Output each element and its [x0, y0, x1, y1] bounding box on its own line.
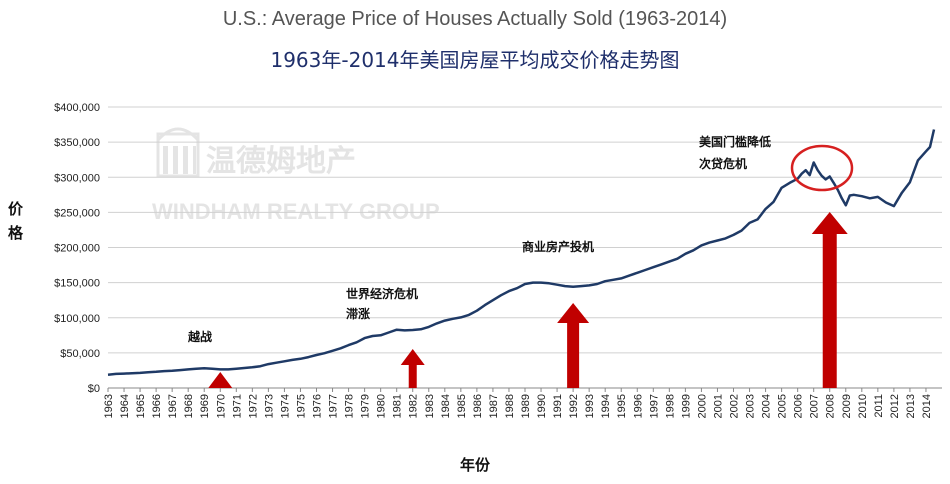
y-tick-label: $400,000 — [54, 102, 100, 114]
annotation-label: 越战 — [187, 329, 212, 344]
x-tick-label: 1966 — [151, 394, 163, 418]
chart-title: U.S.: Average Price of Houses Actually S… — [222, 8, 728, 30]
x-tick-label: 1994 — [600, 394, 612, 418]
x-tick-label: 1972 — [247, 394, 259, 418]
annotation-label: 商业房产投机 — [522, 239, 594, 254]
x-tick-label: 1967 — [167, 394, 179, 418]
annotation-label: 次贷危机 — [699, 156, 747, 171]
event-arrows — [208, 212, 848, 388]
crisis-highlight-circle — [790, 144, 854, 192]
x-tick-label: 1963 — [103, 394, 115, 418]
x-axis-ticks: 1963 1964 1965 1966 1967 1968 1969 1970 1971 1972… — [103, 388, 933, 418]
annotation-label: 美国门槛降低 — [699, 134, 771, 149]
y-tick-label: $0 — [88, 383, 100, 395]
y-tick-label: $350,000 — [54, 137, 100, 149]
x-tick-label: 2005 — [777, 394, 789, 418]
event-arrow — [811, 212, 848, 388]
watermark-en-text: WINDHAM REALTY GROUP — [152, 199, 440, 224]
x-tick-label: 2007 — [809, 394, 821, 418]
y-tick-label: $250,000 — [54, 207, 100, 219]
x-tick-label: 2000 — [696, 394, 708, 418]
y-tick-label: $300,000 — [54, 172, 100, 184]
x-tick-label: 1969 — [199, 394, 211, 418]
x-tick-label: 1995 — [616, 394, 628, 418]
x-tick-label: 2011 — [873, 394, 885, 418]
x-tick-label: 1999 — [680, 394, 692, 418]
x-tick-label: 1968 — [183, 394, 195, 418]
x-tick-label: 1975 — [295, 394, 307, 418]
y-tick-label: $200,000 — [54, 243, 100, 255]
x-tick-label: 2012 — [889, 394, 901, 418]
x-tick-label: 1982 — [408, 394, 420, 418]
x-tick-label: 1979 — [360, 394, 372, 418]
x-tick-label: 1997 — [648, 394, 660, 418]
chart-subtitle: 1963年-2014年美国房屋平均成交价格走势图 — [270, 48, 680, 72]
x-tick-label: 1973 — [263, 394, 275, 418]
x-tick-label: 2008 — [825, 394, 837, 418]
x-tick-label: 1988 — [504, 394, 516, 418]
watermark-logo: 温德姆地产 WINDHAM REALTY GROUP — [152, 127, 440, 224]
y-axis-label-char-2: 格 — [8, 224, 24, 242]
series-line — [107, 129, 936, 376]
y-axis-ticks: $0 $50,000 $100,000 $150,000 $200,000 $250,00… — [54, 102, 100, 395]
x-tick-label: 1998 — [664, 394, 676, 418]
x-tick-label: 1976 — [312, 394, 324, 418]
x-tick-label: 1985 — [456, 394, 468, 418]
x-tick-label: 1989 — [520, 394, 532, 418]
annotation-label: 世界经济危机 — [346, 286, 418, 301]
x-tick-label: 1981 — [392, 394, 404, 418]
x-tick-label: 2010 — [857, 394, 869, 418]
x-tick-label: 2004 — [761, 394, 773, 418]
x-tick-label: 1983 — [424, 394, 436, 418]
x-tick-label: 1986 — [472, 394, 484, 418]
x-tick-label: 1974 — [279, 394, 291, 418]
grid-lines — [108, 106, 942, 389]
annotation-label: 滞涨 — [346, 306, 370, 321]
y-tick-label: $100,000 — [54, 313, 100, 325]
x-tick-label: 1987 — [488, 394, 500, 418]
x-tick-label: 1984 — [440, 394, 452, 418]
x-tick-label: 1970 — [215, 394, 227, 418]
x-tick-label: 1977 — [328, 394, 340, 418]
y-tick-label: $50,000 — [60, 348, 100, 360]
x-tick-label: 1978 — [344, 394, 356, 418]
x-tick-label: 1965 — [135, 394, 147, 418]
y-axis-label-char-1: 价 — [8, 200, 24, 218]
x-tick-label: 2014 — [921, 394, 933, 418]
x-tick-label: 2006 — [793, 394, 805, 418]
x-tick-label: 1996 — [632, 394, 644, 418]
x-tick-label: 2003 — [745, 394, 757, 418]
x-tick-label: 1992 — [568, 394, 580, 418]
series-group — [107, 129, 936, 376]
x-tick-label: 1964 — [119, 394, 131, 418]
x-tick-label: 2002 — [729, 394, 741, 418]
x-tick-label: 1991 — [552, 394, 564, 418]
x-tick-label: 1971 — [231, 394, 243, 418]
x-tick-label: 1980 — [376, 394, 388, 418]
x-tick-label: 2009 — [841, 394, 853, 418]
x-tick-label: 1993 — [584, 394, 596, 418]
watermark-cn-text: 温德姆地产 — [206, 144, 356, 179]
x-axis-label: 年份 — [459, 456, 490, 474]
x-tick-label: 2013 — [905, 394, 917, 418]
event-arrow — [208, 372, 233, 388]
x-tick-label: 1990 — [536, 394, 548, 418]
event-arrow — [400, 349, 425, 388]
event-arrow — [557, 303, 590, 388]
y-tick-label: $150,000 — [54, 278, 100, 290]
x-tick-label: 2001 — [712, 394, 724, 418]
